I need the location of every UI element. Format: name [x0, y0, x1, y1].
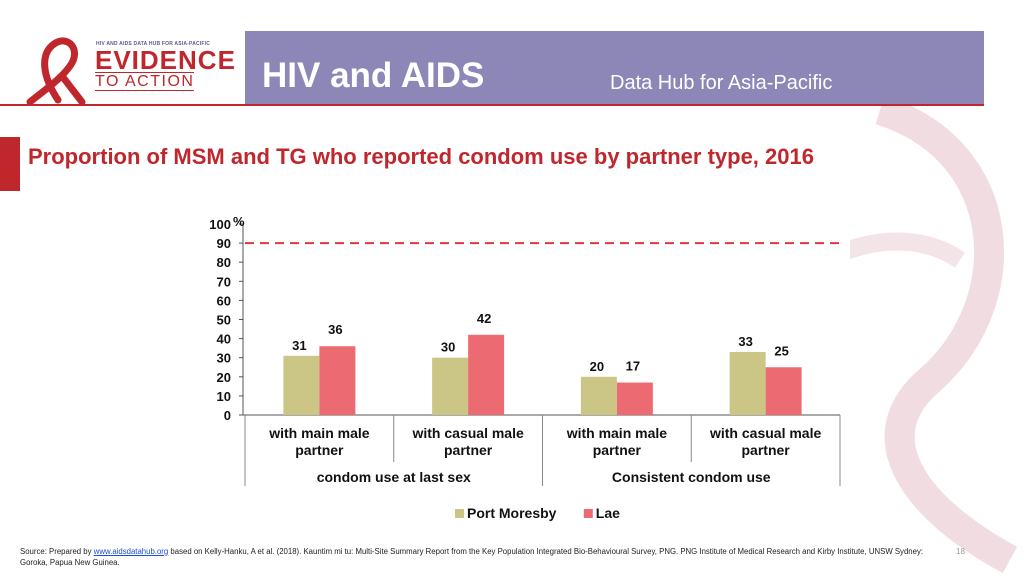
data-label: 31: [292, 338, 306, 353]
bar-chart: 0 10 20 30 40 50 60 70 80 90 100 % 31 36 with main mal…: [200, 205, 850, 521]
slide-title: Proportion of MSM and TG who reported co…: [28, 144, 814, 169]
data-label: 36: [328, 322, 342, 337]
data-label: 17: [626, 359, 640, 374]
category-label: partner: [742, 442, 791, 458]
data-label: 30: [441, 340, 455, 355]
y-tick-label: 40: [217, 332, 231, 347]
header-title: HIV and AIDS: [262, 56, 485, 95]
data-label: 20: [590, 359, 604, 374]
source-text: based on Kelly-Hanku, A et al. (2018). K…: [20, 547, 924, 567]
data-label: 25: [774, 343, 788, 358]
y-tick-label: 50: [217, 313, 231, 328]
y-tick-label: 60: [217, 293, 231, 308]
category-label: with casual male: [709, 425, 821, 441]
bar-lae: [468, 334, 505, 415]
y-tick-label: 90: [217, 236, 231, 251]
legend-swatch: [455, 509, 464, 518]
page-number: 18: [956, 547, 965, 556]
title-accent: [0, 137, 20, 191]
y-tick-label: 10: [217, 389, 231, 404]
red-ribbon-logo-icon: [26, 37, 86, 104]
source-link[interactable]: www.aidsdatahub.org: [93, 547, 169, 556]
y-axis-unit-label: %: [233, 214, 245, 229]
legend-label: Lae: [596, 505, 620, 521]
source-prefix: Source: Prepared by: [20, 547, 94, 556]
bar-lae: [616, 382, 653, 415]
category-label: partner: [593, 442, 642, 458]
y-tick-label: 30: [217, 351, 231, 366]
legend-label: Port Moresby: [467, 505, 557, 521]
bar-port-moresby: [283, 355, 320, 415]
category-label: partner: [295, 442, 344, 458]
y-tick-label: 100: [209, 217, 231, 232]
category-label: with main male: [566, 425, 668, 441]
source-note: Source: Prepared by www.aidsdatahub.org …: [20, 546, 940, 568]
logo-tagline: HIV AND AIDS DATA HUB FOR ASIA-PACIFIC: [96, 41, 211, 47]
bar-port-moresby: [432, 357, 469, 415]
y-tick-label: 0: [224, 408, 231, 423]
bar-port-moresby: [580, 376, 617, 415]
bar-port-moresby: [729, 351, 766, 415]
category-label: partner: [444, 442, 493, 458]
logo-to-action: TO ACTION: [95, 72, 195, 91]
group-label: Consistent condom use: [612, 469, 771, 485]
y-tick-label: 70: [217, 274, 231, 289]
legend-swatch: [583, 509, 593, 518]
bar-lae: [765, 367, 802, 415]
category-label: with main male: [268, 425, 370, 441]
logo-evidence: EVIDENCE: [95, 45, 236, 75]
category-label: with casual male: [411, 425, 523, 441]
header-subtitle: Data Hub for Asia-Pacific: [610, 72, 833, 94]
y-tick-label: 80: [217, 255, 231, 270]
y-tick-label: 20: [217, 370, 231, 385]
bar-lae: [319, 346, 356, 415]
data-label: 42: [477, 311, 491, 326]
group-label: condom use at last sex: [317, 469, 471, 485]
data-label: 33: [738, 334, 752, 349]
plot-background: [200, 205, 850, 490]
